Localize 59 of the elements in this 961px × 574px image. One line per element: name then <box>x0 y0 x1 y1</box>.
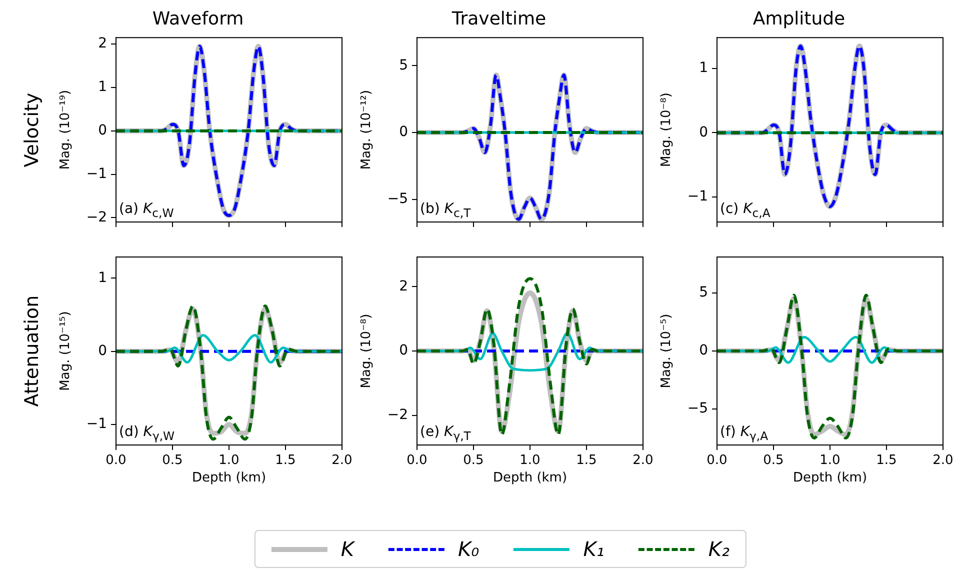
y-tick-label: −5 <box>387 190 408 207</box>
chart-title: Traveltime <box>450 8 546 30</box>
y-axis-title: Mag. (10⁻⁵) <box>659 314 674 388</box>
text: Velocity <box>21 92 43 168</box>
x-axis-title: Depth (km) <box>792 470 868 486</box>
y-tick-label: 2 <box>399 278 408 294</box>
y-tick-label: −5 <box>687 400 708 417</box>
x-tick-label: 0.5 <box>463 453 484 468</box>
annotation: (c) K$_{c,A}$ <box>720 201 770 220</box>
x-axis-title: Depth (km) <box>192 470 266 486</box>
annotation: (f) K$_{γ,A}$ <box>720 424 768 443</box>
x-tick-label: 1.5 <box>576 453 597 468</box>
y-axis-title: Mag. (10⁻¹⁹) <box>58 90 74 170</box>
y-tick-label: 0 <box>399 124 408 140</box>
x-tick-label: 0.0 <box>706 453 728 468</box>
annotation: (d) K$_{γ,W}$ <box>119 424 175 443</box>
y-axis-title: Mag. (10⁻⁸) <box>659 92 674 168</box>
y-axis-title: Mag. (10⁻⁸) <box>359 314 374 388</box>
y-tick-label: 1 <box>699 60 708 76</box>
y-tick-label: −2 <box>86 209 107 226</box>
x-tick-label: 0.0 <box>406 453 428 468</box>
x-tick-label: 0.0 <box>106 453 126 468</box>
x-tick-label: 0.5 <box>763 453 784 468</box>
y-tick-label: −1 <box>687 188 708 205</box>
y-tick-label: 1 <box>98 270 107 286</box>
y-axis-title: Mag. (10⁻¹²) <box>359 90 374 170</box>
y-tick-label: 0 <box>399 342 408 359</box>
y-tick-label: 5 <box>699 284 708 301</box>
y-tick-label: 0 <box>699 124 708 140</box>
legend-label: K₀ <box>458 537 480 561</box>
y-tick-label: 2 <box>98 36 107 52</box>
x-tick-label: 2.0 <box>632 453 654 468</box>
annotation: (b) K$_{c,T}$ <box>420 201 471 220</box>
x-tick-label: 1.0 <box>218 453 240 468</box>
y-tick-label: −2 <box>387 407 408 424</box>
x-tick-label: 1.0 <box>820 453 840 468</box>
x-tick-label: 2.0 <box>932 453 954 468</box>
chart-title: Waveform <box>152 8 244 30</box>
y-tick-label: 0 <box>98 343 107 360</box>
x-tick-label: 1.5 <box>876 453 897 468</box>
legend-label: K₁ <box>583 537 604 561</box>
annotation: (a) K$_{c,W}$ <box>119 201 174 220</box>
x-axis-title: Depth (km) <box>492 470 568 486</box>
text: Attenuation <box>21 295 43 407</box>
x-tick-label: 1.0 <box>520 453 540 468</box>
legend-label: K₂ <box>708 537 730 561</box>
y-axis-title: Mag. (10⁻¹⁵) <box>58 311 74 391</box>
annotation: (e) K$_{γ,T}$ <box>420 424 471 443</box>
x-tick-label: 2.0 <box>332 453 352 468</box>
y-tick-label: 0 <box>98 122 107 139</box>
legend-label: K <box>340 537 354 561</box>
y-tick-label: 0 <box>699 342 708 359</box>
y-tick-label: −1 <box>86 166 107 182</box>
y-tick-label: 5 <box>399 57 408 74</box>
y-tick-label: 1 <box>98 79 107 96</box>
chart-title: Amplitude <box>752 8 846 30</box>
x-tick-label: 0.5 <box>162 453 183 468</box>
y-tick-label: −1 <box>86 416 107 432</box>
x-tick-label: 1.5 <box>275 453 296 468</box>
